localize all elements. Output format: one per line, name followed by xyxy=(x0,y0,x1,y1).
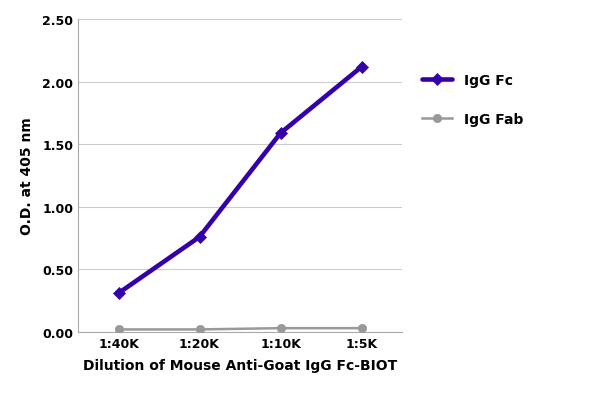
Line: IgG Fab: IgG Fab xyxy=(115,324,365,334)
IgG Fc xyxy=(196,235,203,240)
Legend: IgG Fc, IgG Fab: IgG Fc, IgG Fab xyxy=(422,74,523,127)
IgG Fc xyxy=(358,65,365,70)
IgG Fab xyxy=(277,326,284,331)
IgG Fab xyxy=(115,327,122,332)
IgG Fab xyxy=(358,326,365,331)
Y-axis label: O.D. at 405 nm: O.D. at 405 nm xyxy=(20,117,34,235)
IgG Fab xyxy=(196,327,203,332)
X-axis label: Dilution of Mouse Anti-Goat IgG Fc-BIOT: Dilution of Mouse Anti-Goat IgG Fc-BIOT xyxy=(83,358,397,372)
IgG Fc xyxy=(277,131,284,136)
Line: IgG Fc: IgG Fc xyxy=(115,64,365,298)
IgG Fc xyxy=(115,291,122,296)
